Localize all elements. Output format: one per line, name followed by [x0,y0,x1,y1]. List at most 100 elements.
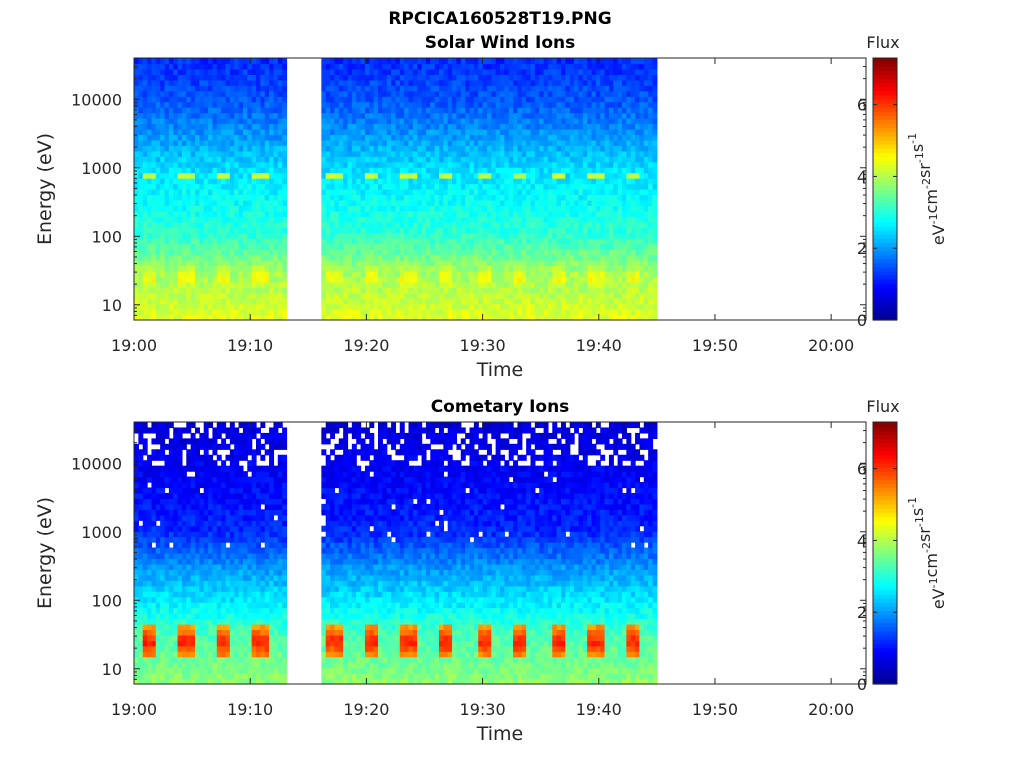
heatmap-cell [369,68,375,75]
heatmap-cell [181,156,187,163]
heatmap-cell [282,178,288,185]
heatmap-cell [452,303,458,310]
heatmap-cell [164,227,170,234]
heatmap-cell [325,161,331,168]
heatmap-cell [565,68,571,75]
heatmap-cell [225,161,231,168]
heatmap-cell [338,232,344,239]
heatmap-cell [242,287,248,294]
heatmap-cell [574,79,580,86]
heatmap-cell [155,145,161,152]
heatmap-cell [186,178,192,185]
heatmap-cell [391,101,397,108]
heatmap-cell [347,216,353,223]
heatmap-cell [482,68,488,75]
heatmap-cell [460,270,466,277]
heatmap-cell [190,128,196,136]
heatmap-cell [378,101,383,108]
heatmap-cell [238,265,244,272]
heatmap-cell [260,58,266,65]
heatmap-cell [282,205,288,212]
heatmap-cell [430,172,436,179]
heatmap-cell [155,210,161,217]
heatmap-cell [469,270,475,277]
heatmap-cell [151,194,157,201]
heatmap-cell [482,145,488,152]
heatmap-cell [234,183,240,190]
heatmap-cell [443,292,449,299]
heatmap-cell [582,178,588,185]
heatmap-cell [164,270,170,277]
heatmap-cell [382,134,388,141]
heatmap-cell [151,216,157,223]
heatmap-cell [391,68,397,75]
heatmap-cell [582,68,588,75]
heatmap-cell [173,194,179,201]
heatmap-cell [399,292,405,299]
heatmap-cell [404,298,410,305]
heatmap-cell [569,156,575,163]
heatmap-cell [260,298,266,305]
heatmap-cell [360,199,366,206]
heatmap-cell [526,232,532,239]
heatmap-cell [347,265,353,272]
heatmap-cell [595,63,601,70]
heatmap-cell [591,139,597,146]
heatmap-cell [434,85,440,92]
heatmap-cell [425,276,431,283]
heatmap-cell [190,205,196,212]
heatmap-cell [277,265,283,272]
heatmap-cell [321,79,327,86]
heatmap-cell [142,178,148,185]
heatmap-cell [491,227,497,234]
heatmap-cell [138,238,144,245]
heatmap-cell [508,74,514,81]
heatmap-cell [395,287,401,294]
heatmap-cell [351,265,357,272]
heatmap-cell [168,161,174,168]
heatmap-cell [277,303,283,310]
heatmap-cell [338,189,344,196]
heatmap-cell [534,232,540,239]
heatmap-cell [421,205,427,212]
heatmap-cell [478,107,484,114]
heatmap-cell [434,243,440,250]
heatmap-cell [543,292,549,299]
heatmap-cell [521,161,527,168]
heatmap-cell [382,194,388,201]
heatmap-cell [269,183,275,190]
heatmap-cell [547,281,553,288]
heatmap-cell [600,205,606,212]
heatmap-cell [373,199,379,206]
heatmap-cell [482,128,488,136]
heatmap-cell [604,270,610,277]
heatmap-cell [338,156,344,163]
heatmap-cell [343,259,349,267]
heatmap-cell [539,210,545,217]
heatmap-cell [195,128,200,136]
heatmap-cell [425,128,431,136]
heatmap-cell [600,178,606,185]
heatmap-cell [574,281,580,288]
heatmap-cell [434,58,440,65]
heatmap-cell [469,161,475,168]
heatmap-cell [530,227,536,234]
heatmap-cell [443,128,449,136]
heatmap-cell [378,254,383,261]
heatmap-cell [321,63,327,70]
heatmap-cell [199,68,205,75]
heatmap-cell [177,303,183,310]
heatmap-cell [251,259,257,267]
heatmap-cell [622,309,627,316]
heatmap-cell [199,74,205,81]
heatmap-cell [242,183,248,190]
heatmap-cell [325,232,331,239]
heatmap-cell [334,178,340,185]
heatmap-cell [199,292,205,299]
heatmap-cell [482,123,488,130]
heatmap-cell [539,161,545,168]
heatmap-cell [565,238,571,245]
heatmap-cell [229,161,235,168]
heatmap-cell [321,205,327,212]
heatmap-cell [199,298,205,305]
